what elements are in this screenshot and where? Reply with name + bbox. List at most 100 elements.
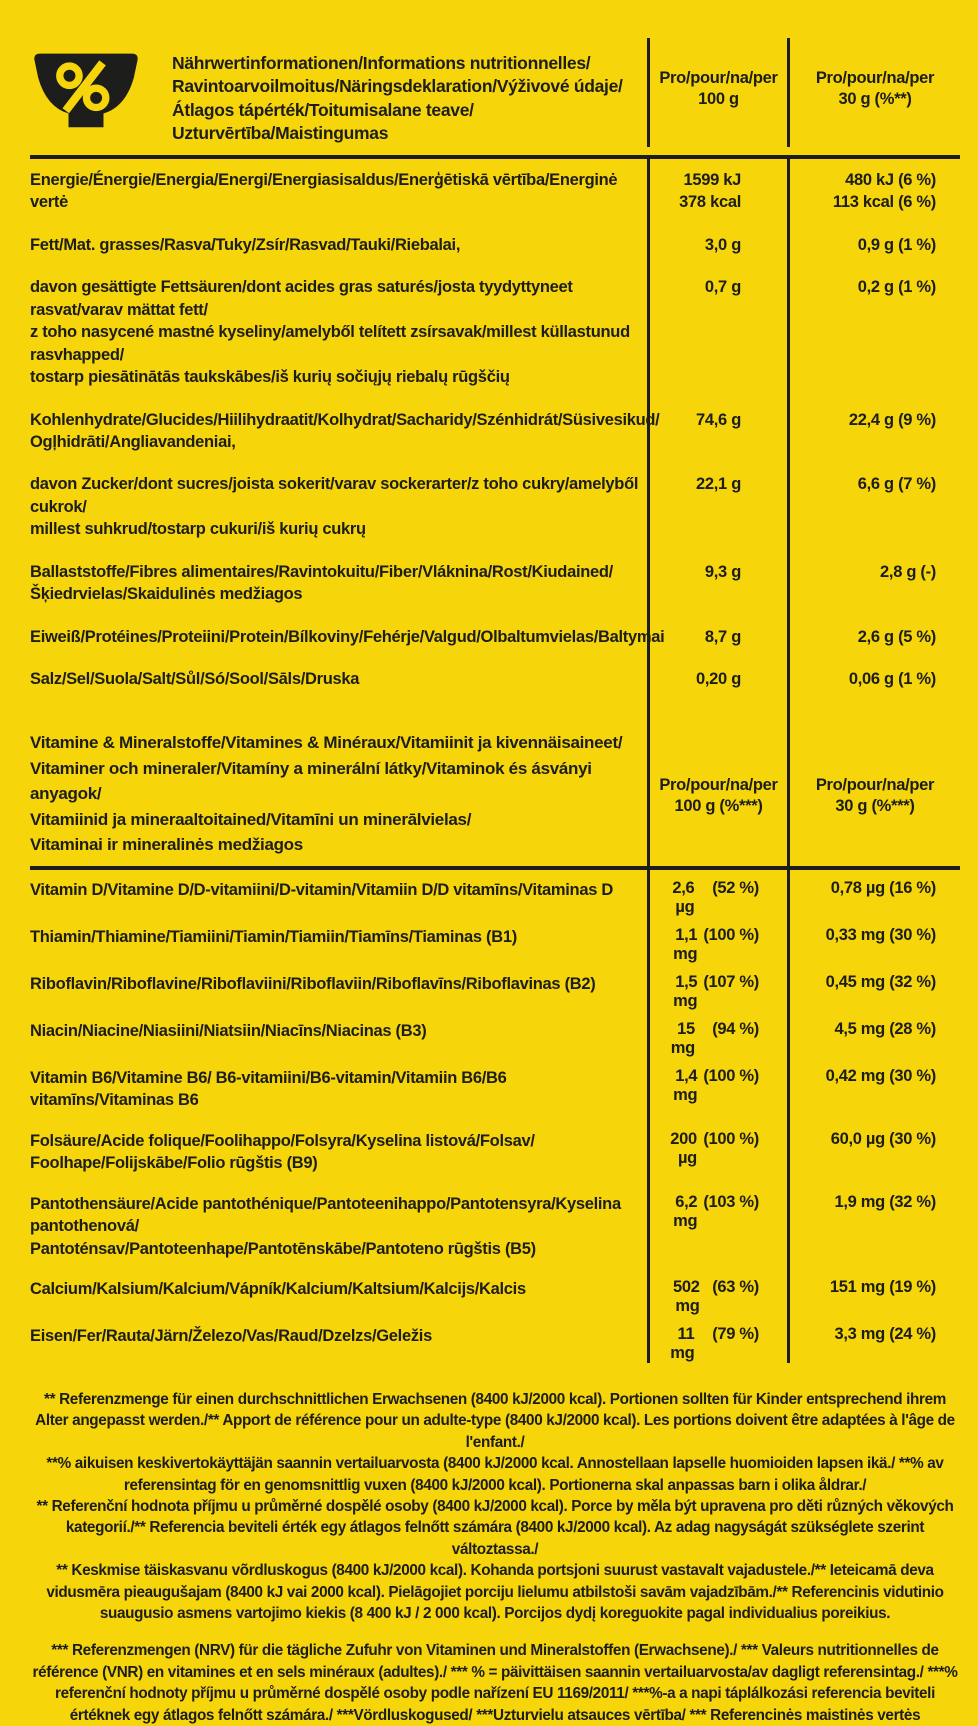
value-per100: 1,1 mg (100 %) (647, 916, 787, 964)
table-row: Fett/Mat. grasses/Rasva/Tuky/Zsír/Rasvad… (30, 223, 960, 267)
vitamins-column-header-per100: Pro/pour/na/per 100 g (%***) (647, 726, 787, 866)
footnote-block-nrv: *** Referenzmengen (NRV) für die täglich… (30, 1640, 960, 1726)
table-row: Folsäure/Acide folique/Foolihappo/Folsyr… (30, 1120, 960, 1184)
table-row: Calcium/Kalsium/Kalcium/Vápník/Kalcium/K… (30, 1269, 960, 1316)
value-per100: 8,7 g (647, 615, 787, 658)
nutrition-rows: Energie/Énergie/Energia/Energi/Energiasi… (30, 159, 960, 701)
vitamin-label: Folsäure/Acide folique/Foolihappo/Folsyr… (30, 1131, 535, 1173)
vitamin-label: Niacin/Niacine/Niasiini/Niatsiin/Niacīns… (30, 1021, 427, 1040)
value-per100: 9,3 g (647, 550, 787, 616)
table-row: Niacin/Niacine/Niasiini/Niatsiin/Niacīns… (30, 1010, 960, 1058)
amount: 1,5 mg (673, 972, 698, 1010)
footnote-block-reference-intake: ** Referenzmenge für einen durchschnittl… (30, 1389, 960, 1624)
value-per100: 2,6 µg (52 %) (647, 869, 787, 917)
vitamin-label: Vitamin B6/Vitamine B6/ B6-vitamiini/B6-… (30, 1068, 507, 1110)
percent-nrv: (100 %) (703, 925, 759, 944)
value-per100: 1,4 mg (100 %) (647, 1057, 787, 1121)
value-per30: 3,3 mg (24 %) (787, 1316, 960, 1363)
table-row: Riboflavin/Riboflavine/Riboflaviini/Ribo… (30, 963, 960, 1011)
table-row: Eisen/Fer/Rauta/Järn/Železo/Vas/Raud/Dze… (30, 1316, 960, 1363)
nutrient-label: Eiweiß/Protéines/Proteiini/Protein/Bílko… (30, 627, 665, 646)
table-title: Nährwertinformationen/Informations nutri… (172, 53, 623, 143)
value-per100: 15 mg (94 %) (647, 1010, 787, 1058)
table-row: davon Zucker/dont sucres/joista sokerit/… (30, 463, 960, 551)
table-row: Thiamin/Thiamine/Tiamiini/Tiamin/Tiamiin… (30, 916, 960, 964)
value-per30: 0,9 g (1 %) (787, 223, 960, 267)
value-per30: 0,45 mg (32 %) (787, 963, 960, 1011)
value-per100: 1,5 mg (107 %) (647, 963, 787, 1011)
amount: 15 mg (670, 1019, 695, 1057)
nutrient-label: davon Zucker/dont sucres/joista sokerit/… (30, 475, 639, 539)
table-row: Energie/Énergie/Energia/Energi/Energiasi… (30, 159, 960, 224)
value-per30: 0,42 mg (30 %) (787, 1057, 960, 1121)
value-per100: 11 mg (79 %) (647, 1316, 787, 1363)
value-per100: 3,0 g (647, 223, 787, 267)
footnotes: ** Referenzmenge für einen durchschnittl… (30, 1389, 960, 1726)
value-per30: 0,06 g (1 %) (787, 658, 960, 701)
value-per100: 22,1 g (647, 463, 787, 551)
value-per100: 502 mg (63 %) (647, 1269, 787, 1316)
vitamin-label: Pantothensäure/Acide pantothénique/Panto… (30, 1194, 621, 1258)
vitamin-label: Thiamin/Thiamine/Tiamiini/Tiamin/Tiamiin… (30, 927, 517, 946)
vitamins-column-header-per30: Pro/pour/na/per 30 g (%***) (787, 726, 960, 866)
vitamin-label: Riboflavin/Riboflavine/Riboflaviini/Ribo… (30, 974, 596, 993)
vitamins-header: Vitamine & Mineralstoffe/Vitamines & Min… (30, 726, 960, 870)
value-per100: 1599 kJ 378 kcal (647, 159, 787, 224)
table-row: davon gesättigte Fettsäuren/dont acides … (30, 266, 960, 399)
amount: 6,2 mg (673, 1192, 698, 1230)
vitamin-rows: Vitamin D/Vitamine D/D-vitamiini/D-vitam… (30, 869, 960, 1363)
value-per100: 200 µg (100 %) (647, 1120, 787, 1184)
column-header-per100: Pro/pour/na/per 100 g (647, 38, 787, 147)
amount: 502 mg (672, 1278, 700, 1315)
header-left: Nährwertinformationen/Informations nutri… (30, 38, 647, 147)
nutrient-label: Energie/Énergie/Energia/Energi/Energiasi… (30, 171, 618, 212)
amount: 1,4 mg (673, 1066, 698, 1104)
value-per100: 0,7 g (647, 266, 787, 399)
vitamins-title: Vitamine & Mineralstoffe/Vitamines & Min… (30, 733, 623, 855)
value-per30: 0,78 µg (16 %) (787, 869, 960, 917)
value-per30: 0,2 g (1 %) (787, 266, 960, 399)
percent-nrv: (52 %) (712, 878, 759, 897)
value-per100: 0,20 g (647, 658, 787, 701)
value-per100: 74,6 g (647, 398, 787, 464)
amount: 11 mg (670, 1325, 695, 1362)
nutrient-label: davon gesättigte Fettsäuren/dont acides … (30, 278, 630, 387)
value-per30: 2,8 g (-) (787, 550, 960, 616)
table-row: Pantothensäure/Acide pantothénique/Panto… (30, 1183, 960, 1269)
nutrient-label: Ballaststoffe/Fibres alimentaires/Ravint… (30, 562, 613, 604)
amount: 200 µg (670, 1129, 697, 1167)
vitamin-label: Vitamin D/Vitamine D/D-vitamiini/D-vitam… (30, 880, 613, 899)
percent-nrv: (79 %) (712, 1325, 759, 1343)
vitamin-label: Calcium/Kalsium/Kalcium/Vápník/Kalcium/K… (30, 1280, 526, 1298)
footnote-paragraph: ** Referenční hodnota příjmu u průměrné … (36, 1498, 954, 1558)
footnote-paragraph: *** Referenzmengen (NRV) für die täglich… (32, 1642, 958, 1724)
percent-nrv: (100 %) (703, 1129, 759, 1148)
table-row: Salz/Sel/Suola/Salt/Sůl/Só/Sool/Sāls/Dru… (30, 658, 960, 701)
value-per30: 4,5 mg (28 %) (787, 1010, 960, 1058)
section-gap (30, 700, 960, 727)
table-header: Nährwertinformationen/Informations nutri… (30, 38, 960, 159)
percent-nrv: (107 %) (703, 972, 759, 991)
amount: 2,6 µg (672, 878, 695, 916)
value-per30: 22,4 g (9 %) (787, 398, 960, 464)
percent-nrv: (100 %) (703, 1066, 759, 1085)
value-per30: 6,6 g (7 %) (787, 463, 960, 551)
column-header-per30: Pro/pour/na/per 30 g (%**) (787, 38, 960, 147)
value-per30: 60,0 µg (30 %) (787, 1120, 960, 1184)
value-per30: 480 kJ (6 %) 113 kcal (6 %) (787, 159, 960, 224)
percent-nrv: (103 %) (703, 1192, 759, 1211)
amount: 1,1 mg (673, 925, 698, 963)
percent-nrv: (63 %) (712, 1278, 759, 1296)
value-per100: 6,2 mg (103 %) (647, 1183, 787, 1269)
table-row: Eiweiß/Protéines/Proteiini/Protein/Bílko… (30, 615, 960, 658)
nutrient-label: Kohlenhydrate/Glucides/Hiilihydraatit/Ko… (30, 410, 660, 451)
value-per30: 151 mg (19 %) (787, 1269, 960, 1316)
percent-bowl-icon (30, 50, 142, 147)
value-per30: 1,9 mg (32 %) (787, 1183, 960, 1269)
table-row: Ballaststoffe/Fibres alimentaires/Ravint… (30, 550, 960, 616)
value-per30: 0,33 mg (30 %) (787, 916, 960, 964)
footnote-paragraph: **% aikuisen keskivertokäyttäjän saannin… (46, 1455, 944, 1494)
footnote-paragraph: ** Keskmise täiskasvanu võrdluskogus (84… (46, 1562, 944, 1623)
value-per30: 2,6 g (5 %) (787, 615, 960, 658)
